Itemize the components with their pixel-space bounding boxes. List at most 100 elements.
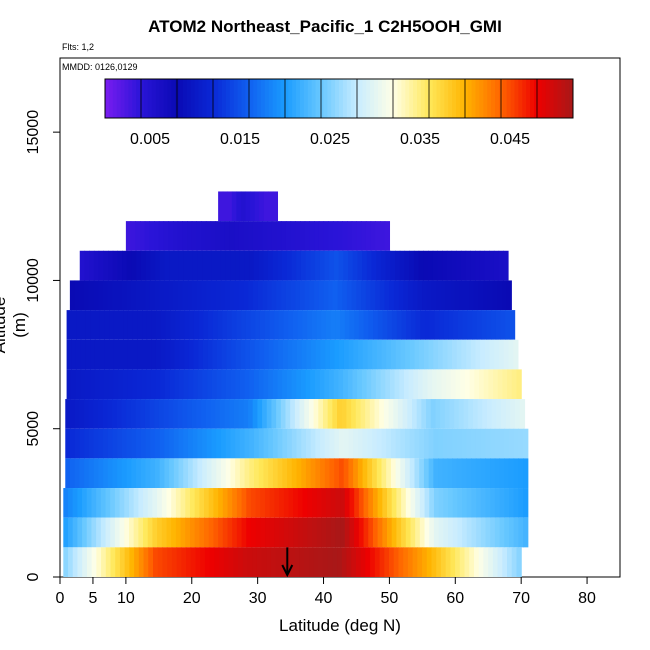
heatmap-cell <box>452 488 458 518</box>
heatmap-cell <box>269 517 276 548</box>
heatmap-cell <box>388 399 394 429</box>
heatmap-cell <box>383 399 390 429</box>
heatmap-cell <box>109 310 115 340</box>
heatmap-cell <box>338 428 345 459</box>
heatmap-cell <box>268 428 274 459</box>
heatmap-cell <box>116 399 123 429</box>
heatmap-cell <box>412 280 418 311</box>
heatmap-cell <box>243 280 249 311</box>
heatmap-cell <box>416 399 422 429</box>
heatmap-cell <box>523 458 529 489</box>
heatmap-cell <box>236 310 242 340</box>
heatmap-cell <box>344 310 351 340</box>
heatmap-cell <box>356 280 362 311</box>
x-tick-label: 0 <box>56 590 65 607</box>
heatmap-cell <box>399 369 405 400</box>
heatmap-cell <box>229 399 235 429</box>
heatmap-cell <box>225 458 232 489</box>
colorbar-swatch <box>537 79 543 118</box>
heatmap-cell <box>301 428 307 459</box>
heatmap-cell <box>469 280 475 311</box>
heatmap-cell <box>221 428 227 459</box>
heatmap-cell <box>166 488 172 518</box>
colorbar-swatch <box>440 79 445 118</box>
heatmap-cell <box>366 250 373 281</box>
heatmap-cell <box>459 547 466 577</box>
heatmap-cell <box>225 428 232 459</box>
heatmap-cell <box>410 310 417 340</box>
heatmap-cell <box>83 280 90 311</box>
heatmap-cell <box>341 399 348 429</box>
heatmap-cell <box>69 458 76 489</box>
heatmap-cell <box>151 339 157 370</box>
heatmap-cell <box>431 280 437 311</box>
heatmap-cell <box>508 339 514 370</box>
heatmap-cell <box>207 369 213 400</box>
colorbar-swatch <box>237 79 242 118</box>
heatmap-cell <box>211 250 217 281</box>
heatmap-cell <box>108 369 115 400</box>
heatmap-cell <box>99 339 105 370</box>
heatmap-cell <box>197 250 203 281</box>
heatmap-cell <box>149 399 155 429</box>
heatmap-cell <box>91 488 97 518</box>
heatmap-cell <box>63 517 69 548</box>
heatmap-cell <box>144 399 151 429</box>
heatmap-cell <box>438 517 444 548</box>
heatmap-cell <box>210 280 217 311</box>
heatmap-cell <box>193 339 199 370</box>
heatmap-cell <box>114 517 121 548</box>
heatmap-cell <box>365 547 371 577</box>
heatmap-cell <box>381 428 387 459</box>
heatmap-cell <box>439 310 445 340</box>
heatmap-cell <box>221 339 228 370</box>
heatmap-cell <box>211 369 218 400</box>
heatmap-cell <box>183 458 189 489</box>
heatmap-cell <box>88 458 95 489</box>
heatmap-cell <box>243 399 249 429</box>
heatmap-cell <box>316 310 322 340</box>
heatmap-cell <box>515 399 521 429</box>
heatmap-cell <box>80 339 86 370</box>
heatmap-cell <box>297 488 304 518</box>
heatmap-cell <box>283 488 290 518</box>
heatmap-cell <box>419 339 425 370</box>
heatmap-cell <box>206 428 213 459</box>
heatmap-cell <box>82 547 88 577</box>
heatmap-cell <box>412 399 418 429</box>
heatmap-cell <box>292 339 298 370</box>
heatmap-cell <box>265 517 271 548</box>
heatmap-cell <box>493 250 500 281</box>
heatmap-cell <box>485 517 491 548</box>
heatmap-cell <box>268 191 274 222</box>
heatmap-cell <box>272 250 279 281</box>
heatmap-cell <box>146 369 152 400</box>
heatmap-cell <box>191 399 198 429</box>
colorbar-swatch <box>370 79 375 118</box>
colorbar-swatch <box>459 79 465 118</box>
heatmap-cell <box>385 369 391 400</box>
x-tick-label: 60 <box>446 590 464 607</box>
heatmap-cell <box>344 517 351 548</box>
colorbar-swatch <box>553 79 558 118</box>
heatmap-cell <box>518 428 524 459</box>
heatmap-cell <box>182 221 188 251</box>
heatmap-cell <box>494 458 501 489</box>
heatmap-cell <box>511 547 518 577</box>
heatmap-cell <box>250 310 256 340</box>
heatmap-cell <box>197 369 204 400</box>
heatmap-cell <box>259 191 265 222</box>
heatmap-cell <box>324 458 331 489</box>
heatmap-cell <box>85 310 91 340</box>
heatmap-cell <box>499 517 505 548</box>
heatmap-cell <box>146 310 153 340</box>
heatmap-cell <box>419 428 425 459</box>
colorbar-swatch <box>327 79 332 118</box>
heatmap-cell <box>272 191 279 222</box>
heatmap-cell <box>495 310 502 340</box>
heatmap-cell <box>196 221 202 251</box>
heatmap-cell <box>438 428 444 459</box>
heatmap-cell <box>163 221 169 251</box>
heatmap-cell <box>177 280 184 311</box>
heatmap-cell <box>291 369 297 400</box>
